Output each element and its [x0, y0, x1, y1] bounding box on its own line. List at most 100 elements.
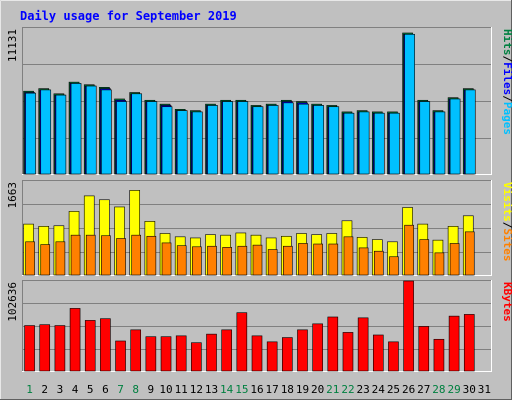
x-tick-label: 29: [447, 383, 460, 396]
bar-sites: [434, 252, 445, 276]
ymax-label-hits: 11131: [6, 29, 19, 62]
bar-kbytes: [115, 340, 126, 372]
bar-kbytes: [100, 318, 111, 372]
bar-sites: [237, 245, 248, 276]
x-tick-label: 17: [266, 383, 279, 396]
bar-kbytes: [54, 325, 66, 372]
bar-sites: [25, 241, 35, 276]
bar-pages: [358, 111, 370, 175]
bar-pages: [192, 111, 203, 175]
bar-kbytes: [433, 338, 445, 372]
bar-sites: [373, 250, 384, 276]
bar-kbytes: [236, 312, 248, 372]
bar-kbytes: [282, 337, 293, 372]
bar-pages: [25, 92, 36, 175]
chart-title: Daily usage for September 2019: [20, 9, 237, 23]
bar-sites: [116, 238, 126, 276]
bar-kbytes: [160, 336, 172, 372]
bar-kbytes: [403, 280, 414, 372]
bar-kbytes: [24, 325, 35, 372]
bar-pages: [131, 93, 143, 175]
x-tick-label: 14: [220, 383, 234, 396]
bar-pages: [389, 112, 400, 175]
bar-pages: [40, 89, 52, 175]
bar-sites: [298, 243, 308, 276]
bar-sites: [389, 256, 399, 276]
bar-pages: [70, 83, 82, 175]
bar-kbytes: [388, 341, 399, 372]
bar-pages: [222, 101, 233, 175]
panel-visits: 1663 Visits/Sites: [6, 180, 512, 276]
bar-kbytes: [221, 329, 232, 372]
bar-sites: [207, 245, 217, 276]
bar-kbytes: [130, 329, 142, 372]
x-tick-label: 1: [26, 383, 33, 396]
bar-kbytes: [145, 336, 157, 372]
bar-sites: [358, 247, 369, 276]
x-tick-label: 12: [190, 383, 203, 396]
x-tick-label: 26: [402, 383, 415, 396]
bar-pages: [161, 106, 173, 175]
x-tick-label: 23: [357, 383, 370, 396]
bar-kbytes: [175, 335, 187, 372]
bar-kbytes: [372, 334, 384, 372]
bar-sites: [404, 224, 414, 276]
bar-kbytes: [312, 323, 323, 372]
legend-item-sites: Sites: [501, 228, 512, 261]
bar-kbytes: [191, 342, 202, 372]
panel-hits: 11131 Hits/Files/Pages: [6, 27, 512, 175]
bar-pages: [283, 102, 294, 175]
bar-sites: [252, 244, 263, 276]
legend-separator: /: [501, 56, 512, 63]
bar-pages: [449, 98, 461, 175]
bar-sites: [419, 239, 430, 276]
bar-sites: [328, 243, 339, 276]
x-tick-label: 3: [57, 383, 64, 396]
panel-kbytes: 102636 KBytes: [6, 280, 512, 372]
chart-panels: 11131Hits/Files/Pages1663Visits/Sites102…: [6, 27, 512, 372]
bar-pages: [404, 33, 415, 175]
legend-hits: Hits/Files/Pages: [501, 29, 512, 135]
x-tick-label: 18: [281, 383, 294, 396]
x-tick-label: 16: [250, 383, 263, 396]
bar-sites: [101, 235, 111, 276]
bar-sites: [85, 234, 96, 276]
bar-pages: [373, 112, 385, 175]
x-tick-label: 13: [205, 383, 218, 396]
bar-kbytes: [69, 308, 81, 372]
bar-kbytes: [327, 316, 339, 372]
x-tick-label: 4: [72, 383, 79, 396]
ymax-label-kbytes: 102636: [6, 282, 19, 322]
x-tick-label: 2: [41, 383, 48, 396]
bar-pages: [176, 110, 188, 175]
bar-sites: [70, 234, 81, 276]
bar-kbytes: [297, 329, 308, 372]
bar-sites: [146, 235, 157, 276]
x-tick-label: 8: [132, 383, 139, 396]
bar-sites: [55, 241, 66, 276]
bar-kbytes: [448, 315, 460, 372]
bar-sites: [464, 231, 475, 276]
bar-pages: [434, 111, 446, 175]
bar-kbytes: [342, 332, 354, 372]
bar-pages: [464, 89, 476, 175]
x-tick-label: 24: [372, 383, 386, 396]
bar-sites: [267, 249, 278, 276]
bar-sites: [222, 247, 232, 276]
bar-pages: [101, 89, 112, 175]
bar-kbytes: [463, 314, 475, 372]
bar-pages: [237, 101, 249, 175]
bar-pages: [313, 105, 324, 175]
bar-sites: [343, 236, 354, 276]
bar-pages: [343, 112, 355, 175]
bar-pages: [298, 103, 309, 175]
x-tick-label: 9: [148, 383, 155, 396]
legend-item-files: Files: [501, 62, 512, 95]
x-tick-label: 28: [432, 383, 445, 396]
x-tick-label: 19: [296, 383, 309, 396]
bar-kbytes: [357, 317, 369, 372]
legend-separator: /: [501, 222, 512, 229]
x-tick-label: 25: [387, 383, 400, 396]
bar-sites: [131, 234, 142, 276]
